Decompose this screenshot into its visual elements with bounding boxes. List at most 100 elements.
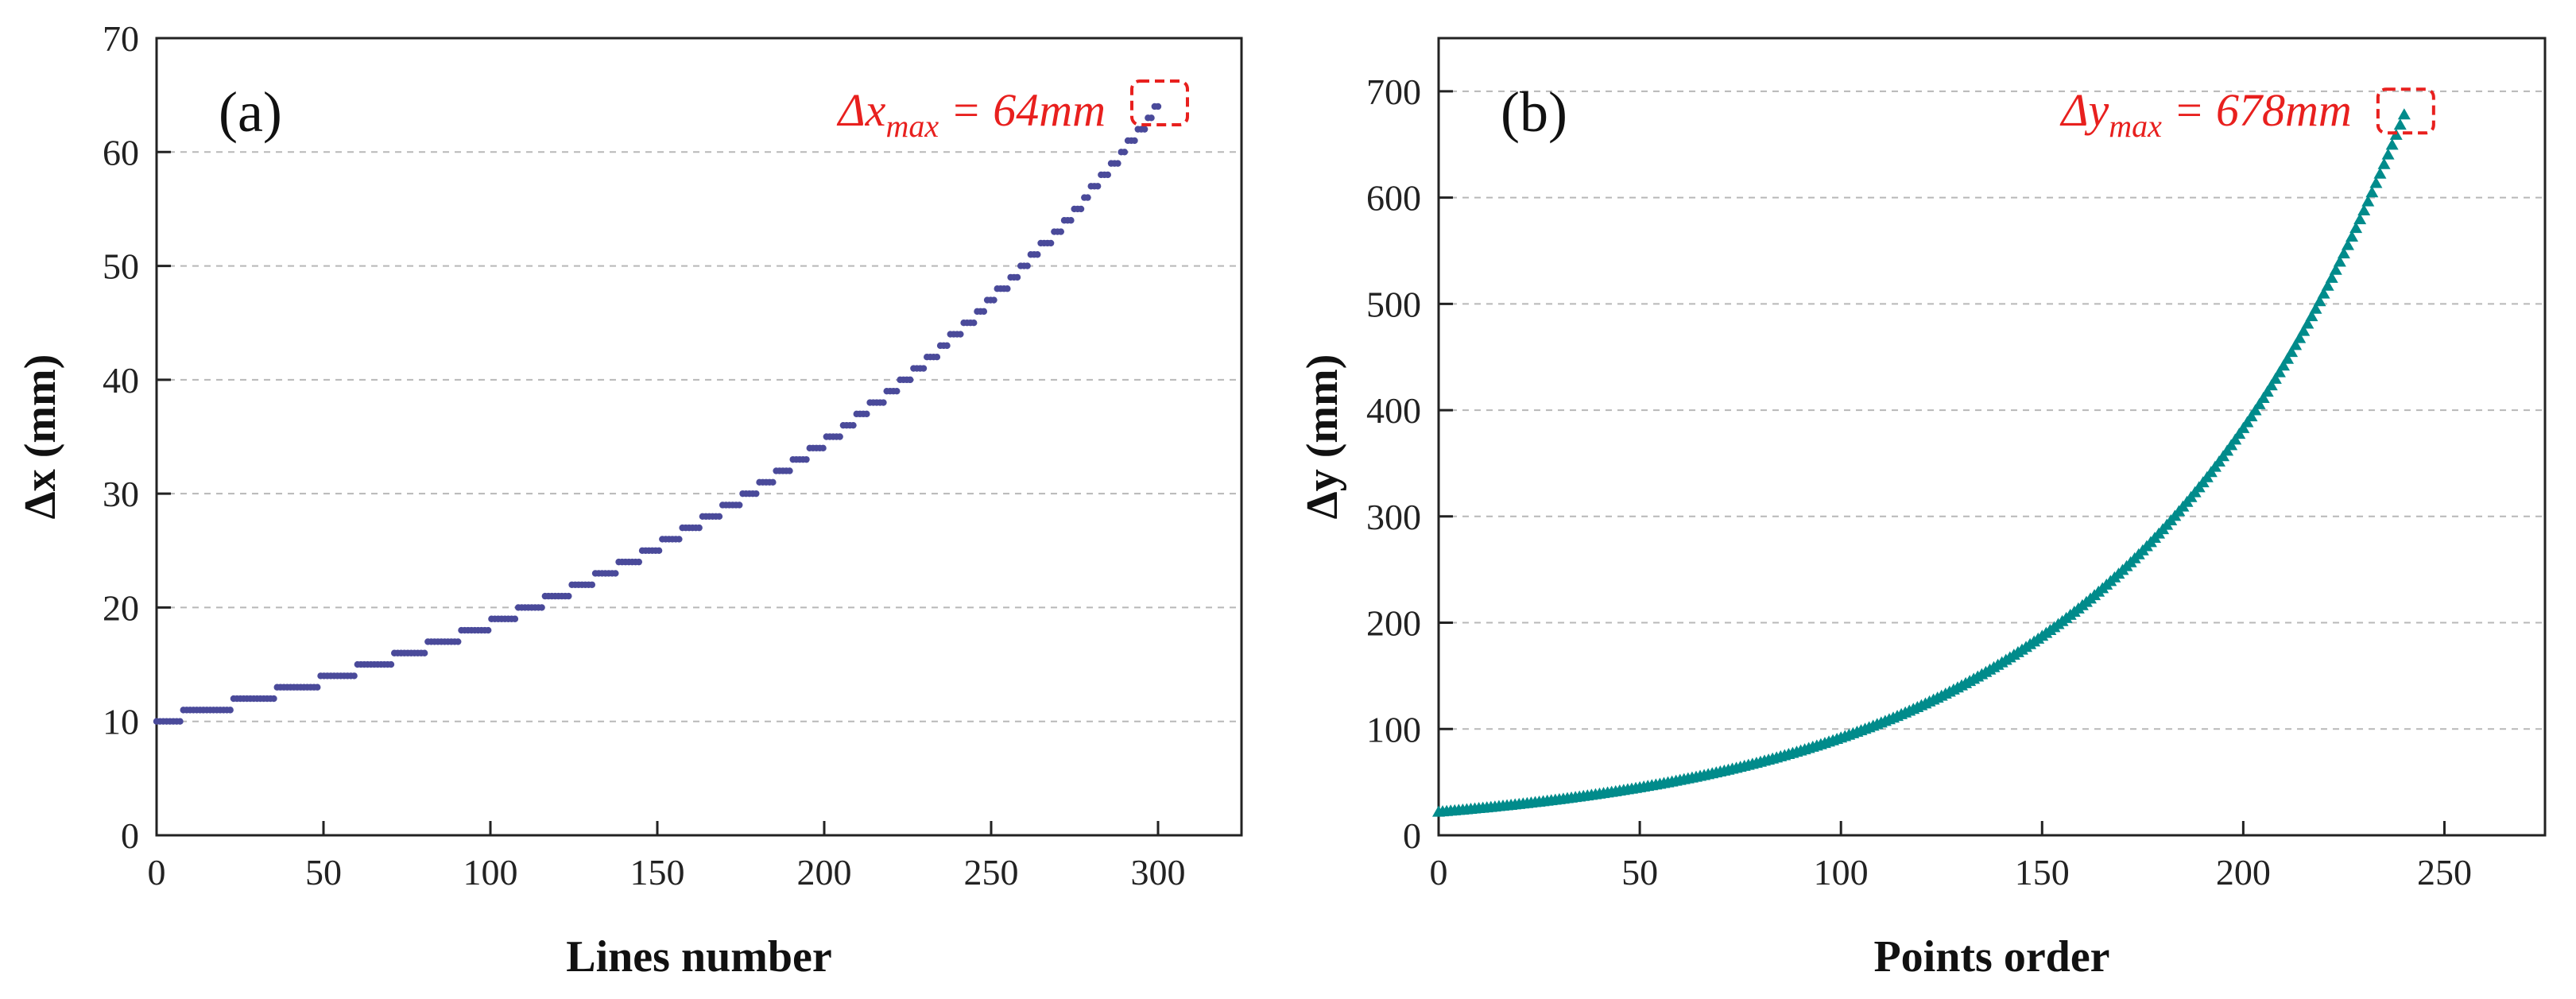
point-a-236 xyxy=(943,342,951,350)
point-b-234 xyxy=(2373,167,2387,179)
point-a-217 xyxy=(880,399,887,406)
point-a-184 xyxy=(769,478,777,486)
point-b-232 xyxy=(2365,186,2379,198)
point-a-174 xyxy=(736,501,743,509)
point-a-299 xyxy=(1154,103,1162,110)
x-tick-label-a-50: 50 xyxy=(305,852,342,893)
point-b-198 xyxy=(2229,433,2242,445)
point-a-123 xyxy=(565,592,572,600)
y-tick-label-a-70: 70 xyxy=(103,18,139,59)
point-a-168 xyxy=(715,513,723,520)
y-tick-label-a-10: 10 xyxy=(103,702,139,742)
point-a-284 xyxy=(1104,171,1111,179)
y-tick-label-b-0: 0 xyxy=(1403,815,1421,856)
point-a-7 xyxy=(176,718,184,725)
point-a-59 xyxy=(351,672,358,680)
x-tick-label-a-200: 200 xyxy=(797,852,852,893)
x-tick-label-b-50: 50 xyxy=(1621,852,1658,893)
point-a-270 xyxy=(1057,228,1064,235)
data-points-b xyxy=(1432,108,2411,817)
max-highlight-box-b xyxy=(2376,87,2435,135)
point-a-289 xyxy=(1121,149,1129,156)
point-b-224 xyxy=(2333,255,2346,267)
point-b-200 xyxy=(2237,421,2250,433)
x-tick-label-a-150: 150 xyxy=(630,852,685,893)
y-tick-label-b-300: 300 xyxy=(1366,497,1421,537)
point-a-189 xyxy=(786,467,793,474)
point-b-220 xyxy=(2317,287,2330,299)
point-b-209 xyxy=(2272,366,2286,378)
point-a-229 xyxy=(920,365,928,372)
x-tick-label-a-300: 300 xyxy=(1131,852,1186,893)
point-a-287 xyxy=(1114,160,1121,167)
panel-label-a: (a) xyxy=(219,80,282,144)
point-b-216 xyxy=(2301,317,2315,329)
y-tick-label-b-400: 400 xyxy=(1366,390,1421,431)
y-axis-title-a: Δx (mm) xyxy=(16,354,65,520)
point-b-218 xyxy=(2309,302,2322,314)
point-b-221 xyxy=(2321,279,2334,291)
point-b-231 xyxy=(2361,195,2375,207)
plot-frame-a xyxy=(155,37,1243,837)
point-b-210 xyxy=(2276,359,2290,371)
point-a-156 xyxy=(676,536,683,543)
y-tick-label-a-60: 60 xyxy=(103,132,139,172)
point-a-199 xyxy=(819,444,827,452)
point-b-213 xyxy=(2289,339,2303,350)
point-a-194 xyxy=(803,455,810,463)
point-b-202 xyxy=(2245,410,2258,422)
point-a-281 xyxy=(1094,183,1102,190)
point-b-204 xyxy=(2253,397,2266,409)
x-tick-label-b-200: 200 xyxy=(2216,852,2271,893)
point-a-35 xyxy=(270,695,277,703)
point-b-228 xyxy=(2349,222,2363,234)
point-a-233 xyxy=(933,354,941,361)
point-a-244 xyxy=(970,319,978,327)
y-tick-label-b-700: 700 xyxy=(1366,72,1421,112)
point-a-48 xyxy=(314,683,321,691)
point-b-217 xyxy=(2305,310,2318,322)
point-a-162 xyxy=(695,524,703,532)
y-tick-label-b-100: 100 xyxy=(1366,709,1421,749)
point-a-115 xyxy=(538,604,545,611)
chart-panel-a: 0 50 100 150 200 250 300 0 10 20 30 40 50 60 70 Lines n… xyxy=(16,18,1243,982)
point-b-222 xyxy=(2325,271,2338,283)
point-b-227 xyxy=(2346,230,2359,242)
point-a-70 xyxy=(387,660,395,668)
point-b-230 xyxy=(2357,203,2371,215)
point-a-254 xyxy=(1004,285,1011,292)
point-a-225 xyxy=(906,376,914,384)
point-b-197 xyxy=(2225,439,2238,451)
point-b-214 xyxy=(2293,331,2307,343)
point-a-240 xyxy=(957,331,964,338)
point-b-199 xyxy=(2233,428,2246,439)
y-tick-label-b-600: 600 xyxy=(1366,178,1421,219)
y-tick-label-b-200: 200 xyxy=(1366,603,1421,644)
point-a-221 xyxy=(893,387,901,395)
point-b-219 xyxy=(2313,295,2326,307)
x-axis-title-a: Lines number xyxy=(566,932,832,982)
max-highlight-box-a xyxy=(1130,79,1189,126)
point-a-150 xyxy=(655,547,663,554)
point-a-130 xyxy=(588,581,596,588)
point-a-107 xyxy=(511,615,519,622)
max-annotation-b: Δymax = 678mm xyxy=(2059,84,2351,144)
plot-frame-b xyxy=(1437,37,2547,837)
point-b-201 xyxy=(2241,416,2254,428)
point-a-263 xyxy=(1034,251,1041,258)
point-b-240 xyxy=(2397,108,2411,120)
point-b-226 xyxy=(2341,238,2354,250)
point-a-80 xyxy=(420,649,428,656)
point-a-267 xyxy=(1047,239,1055,247)
point-a-208 xyxy=(850,421,857,429)
point-a-257 xyxy=(1013,273,1021,281)
point-a-273 xyxy=(1067,217,1075,224)
max-annotation-a: Δxmax = 64mm xyxy=(837,84,1106,144)
point-b-236 xyxy=(2381,148,2395,160)
point-a-212 xyxy=(863,410,870,418)
y-tick-label-a-30: 30 xyxy=(103,474,139,514)
point-b-229 xyxy=(2353,213,2367,225)
point-a-179 xyxy=(753,490,760,498)
x-tick-label-b-250: 250 xyxy=(2417,852,2472,893)
